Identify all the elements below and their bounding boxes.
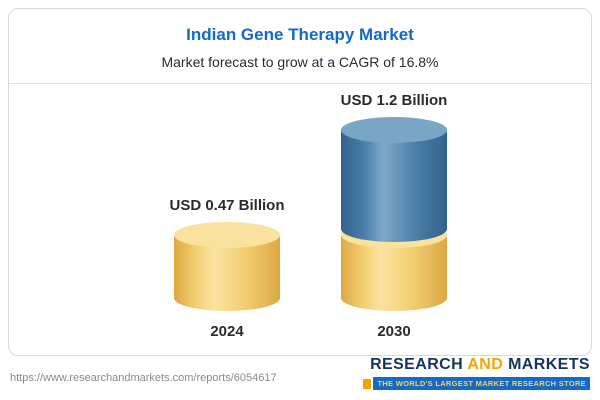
logo-accent-square: [363, 378, 372, 389]
header-divider: [9, 83, 591, 84]
bar-group-2030: USD 1.2 Billion 2030: [314, 84, 474, 356]
category-label-2024: 2024: [210, 323, 244, 340]
cylinder-cap: [174, 222, 280, 248]
bar-cylinder-2030: [341, 117, 447, 311]
category-label-2030: 2030: [377, 323, 411, 340]
chart-header: Indian Gene Therapy Market Market foreca…: [9, 9, 591, 70]
logo-wordmark: RESEARCH AND MARKETS: [363, 356, 590, 374]
bar-group-2024: USD 0.47 Billion 2024: [147, 84, 307, 356]
chart-subtitle: Market forecast to grow at a CAGR of 16.…: [161, 54, 439, 70]
logo-tagline-bar: THE WORLD'S LARGEST MARKET RESEARCH STOR…: [363, 377, 590, 390]
logo-word-research: RESEARCH: [370, 356, 464, 373]
bar-2024-gold-segment: [174, 222, 280, 311]
logo-word-and: AND: [467, 356, 504, 373]
logo-tagline: THE WORLD'S LARGEST MARKET RESEARCH STOR…: [373, 377, 590, 390]
footer: https://www.researchandmarkets.com/repor…: [0, 354, 600, 394]
source-url-link[interactable]: https://www.researchandmarkets.com/repor…: [10, 372, 277, 384]
value-label-2024: USD 0.47 Billion: [169, 197, 285, 214]
chart-card: Indian Gene Therapy Market Market foreca…: [8, 8, 592, 356]
value-label-2030: USD 1.2 Billion: [340, 92, 448, 109]
cylinder-cap: [341, 117, 447, 143]
bar-2030-blue-segment: [341, 117, 447, 242]
chart-area: USD 0.47 Billion 2024 USD 1.2 Billion: [9, 84, 591, 356]
chart-title: Indian Gene Therapy Market: [186, 25, 414, 44]
bar-cylinder-2024: [174, 222, 280, 311]
cylinder-body: [341, 130, 447, 242]
logo-word-markets: MARKETS: [508, 356, 590, 373]
research-and-markets-logo: RESEARCH AND MARKETS THE WORLD'S LARGEST…: [363, 356, 590, 390]
